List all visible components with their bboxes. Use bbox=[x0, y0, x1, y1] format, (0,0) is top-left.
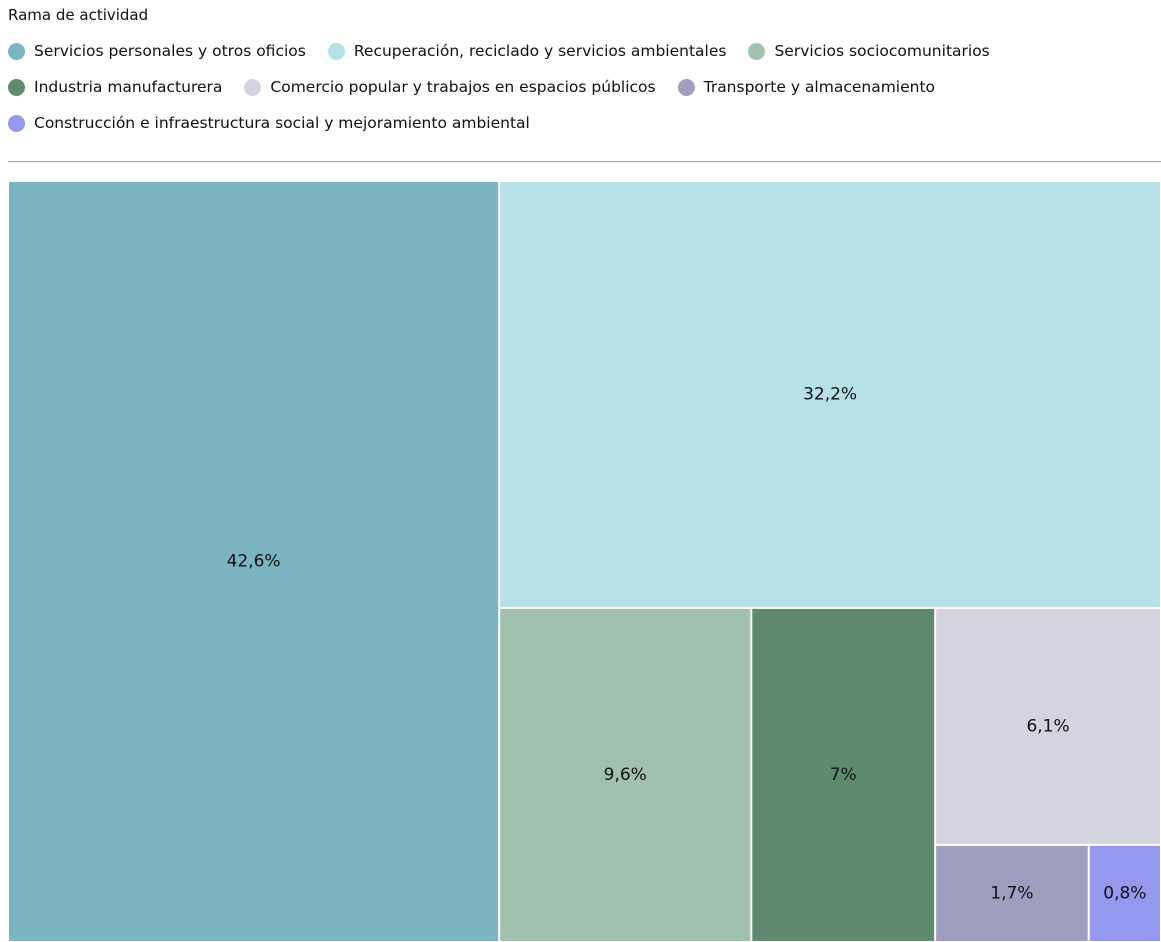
legend-swatch bbox=[748, 42, 766, 60]
legend-item: Construcción e infraestructura social y … bbox=[8, 110, 530, 136]
legend-label: Transporte y almacenamiento bbox=[703, 78, 936, 96]
separator bbox=[8, 161, 1161, 162]
value-label: 0,8% bbox=[1103, 883, 1146, 903]
value-label: 42,6% bbox=[227, 552, 281, 572]
legend-label: Construcción e infraestructura social y … bbox=[34, 114, 530, 132]
legend-swatch bbox=[8, 114, 25, 132]
legend-label: Comercio popular y trabajos en espacios … bbox=[270, 78, 656, 96]
treemap-cell bbox=[752, 608, 935, 941]
legend-item: Comercio popular y trabajos en espacios … bbox=[244, 74, 656, 100]
treemap-cell bbox=[500, 608, 751, 941]
legend-label: Servicios personales y otros oficios bbox=[34, 42, 306, 60]
legend-label: Industria manufacturera bbox=[34, 78, 223, 96]
legend-item: Industria manufacturera bbox=[8, 74, 222, 100]
legend-item: Transporte y almacenamiento bbox=[677, 74, 936, 100]
chart: 42,6% 32,2% 9,6% 7% 6,1% 1,7% 0,8% bbox=[9, 182, 1161, 941]
legend-item: Servicios sociocomunitarios bbox=[748, 38, 990, 64]
legend-swatch bbox=[677, 78, 695, 96]
chart-title: Rama de actividad bbox=[8, 6, 149, 24]
value-label: 1,7% bbox=[990, 883, 1033, 903]
legend: Servicios personales y otros oficios Recu… bbox=[8, 38, 1158, 136]
legend-item: Servicios personales y otros oficios bbox=[8, 38, 306, 64]
legend-label: Recuperación, reciclado y servicios ambi… bbox=[353, 42, 727, 60]
legend-swatch bbox=[327, 42, 345, 60]
legend-item: Recuperación, reciclado y servicios ambi… bbox=[327, 38, 727, 64]
value-label: 9,6% bbox=[604, 765, 647, 785]
value-label: 6,1% bbox=[1026, 716, 1069, 736]
value-label: 32,2% bbox=[803, 384, 857, 404]
value-label: 7% bbox=[830, 765, 857, 785]
legend-swatch bbox=[8, 78, 25, 96]
treemap-cell bbox=[936, 845, 1088, 941]
treemap-cell bbox=[500, 182, 1161, 607]
legend-swatch bbox=[8, 42, 25, 60]
legend-label: Servicios sociocomunitarios bbox=[774, 42, 990, 60]
treemap-cell bbox=[1089, 845, 1160, 941]
treemap-cell bbox=[936, 608, 1160, 844]
legend-swatch bbox=[244, 78, 262, 96]
treemap-cell bbox=[9, 182, 499, 941]
